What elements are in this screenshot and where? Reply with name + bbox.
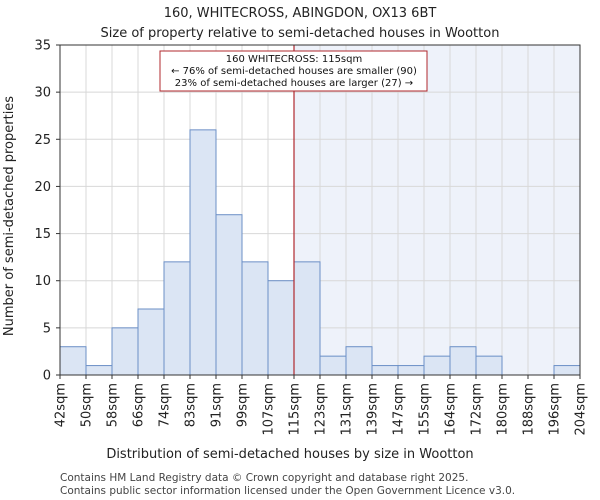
x-tick-label: 180sqm <box>496 383 511 436</box>
bar <box>111 327 139 376</box>
x-tick-label: 99sqm <box>236 383 251 427</box>
bar <box>85 365 113 376</box>
larger-region-highlight <box>294 45 580 375</box>
bar <box>267 280 295 376</box>
x-tick-label: 66sqm <box>132 383 147 427</box>
bar <box>449 346 477 376</box>
y-tick-label: 0 <box>43 369 51 384</box>
x-tick-label: 42sqm <box>54 383 69 427</box>
chart-title-address: 160, WHITECROSS, ABINGDON, OX13 6BT <box>164 6 437 21</box>
x-tick-label: 107sqm <box>262 383 277 436</box>
annotation-line-2: ← 76% of semi-detached houses are smalle… <box>171 66 417 77</box>
property-annotation: 160 WHITECROSS: 115sqm ← 76% of semi-det… <box>159 50 428 92</box>
bar <box>475 355 503 376</box>
x-tick-label: 50sqm <box>80 383 95 427</box>
x-tick-label: 83sqm <box>184 383 199 427</box>
bar <box>59 346 87 376</box>
y-tick-label: 30 <box>34 86 51 101</box>
bar <box>293 261 321 376</box>
x-tick-label: 188sqm <box>522 383 537 436</box>
footer-licence: Contains public sector information licen… <box>60 485 515 497</box>
bar <box>345 346 373 376</box>
x-tick-label: 164sqm <box>444 383 459 436</box>
bar <box>163 261 191 376</box>
x-tick-label: 204sqm <box>574 383 589 436</box>
bar <box>241 261 269 376</box>
y-tick-label: 35 <box>34 39 51 54</box>
annotation-line-1: 160 WHITECROSS: 115sqm <box>226 54 362 65</box>
footer-copyright: Contains HM Land Registry data © Crown c… <box>60 472 468 484</box>
x-tick-label: 196sqm <box>548 383 563 436</box>
x-tick-label: 123sqm <box>314 383 329 436</box>
y-tick-label: 5 <box>43 321 51 336</box>
bar <box>397 365 425 376</box>
y-tick-label: 25 <box>34 133 51 148</box>
y-tick-label: 10 <box>34 274 51 289</box>
bar <box>137 308 165 376</box>
x-tick-label: 155sqm <box>418 383 433 436</box>
y-tick-label: 15 <box>34 227 51 242</box>
x-tick-label: 58sqm <box>106 383 121 427</box>
y-tick-label: 20 <box>34 180 51 195</box>
chart-title: Size of property relative to semi-detach… <box>101 26 500 41</box>
x-tick-label: 139sqm <box>366 383 381 436</box>
bar <box>215 214 243 376</box>
y-axis-label: Number of semi-detached properties <box>2 96 17 336</box>
y-axis-ticks: 0 5 10 15 20 25 30 35 <box>34 39 60 384</box>
bar <box>553 365 581 376</box>
bar <box>371 365 399 376</box>
bar <box>423 355 451 376</box>
x-tick-label: 74sqm <box>158 383 173 427</box>
bars <box>59 129 581 376</box>
annotation-line-3: 23% of semi-detached houses are larger (… <box>175 78 413 89</box>
x-tick-label: 147sqm <box>392 383 407 436</box>
x-axis-ticks: 42sqm 50sqm 58sqm 66sqm 74sqm 83sqm 91sqm 99sqm… <box>54 375 589 436</box>
x-tick-label: 131sqm <box>340 383 355 436</box>
x-tick-label: 172sqm <box>470 383 485 436</box>
x-axis-label: Distribution of semi-detached houses by … <box>106 447 473 462</box>
bar <box>189 129 217 376</box>
annotation-box <box>159 50 428 92</box>
x-tick-label: 91sqm <box>210 383 225 427</box>
bar <box>319 355 347 376</box>
x-tick-label: 115sqm <box>288 383 303 436</box>
